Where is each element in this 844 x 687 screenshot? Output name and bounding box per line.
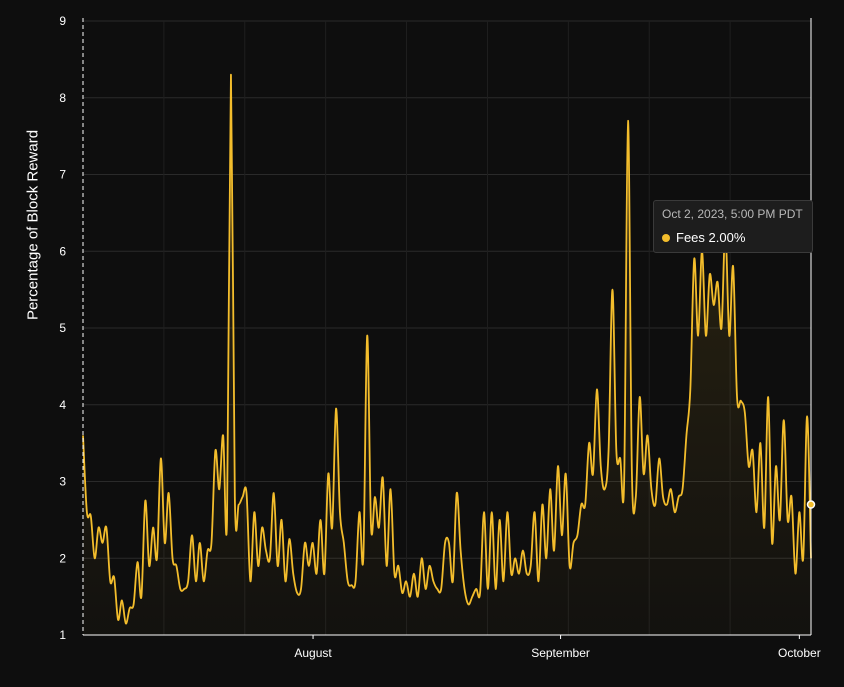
y-tick-label: 2: [59, 551, 66, 565]
tooltip-row: Fees 2.00%: [662, 230, 804, 245]
y-tick-label: 8: [59, 91, 66, 105]
x-tick-label: September: [531, 646, 590, 660]
y-tick-label: 7: [59, 168, 66, 182]
y-tick-label: 5: [59, 321, 66, 335]
y-tick-label: 4: [59, 398, 66, 412]
x-tick-label: October: [778, 646, 821, 660]
series-line-fees: [82, 73, 812, 625]
y-tick-label: 3: [59, 475, 66, 489]
tooltip-value: Fees 2.00%: [676, 230, 746, 245]
series-color-dot: [662, 233, 670, 242]
series-area: [83, 74, 811, 635]
y-tick-label: 6: [59, 244, 66, 258]
y-axis-label: Percentage of Block Reward: [24, 129, 42, 321]
hover-point: [806, 500, 816, 509]
hover-tooltip: Oct 2, 2023, 5:00 PM PDT Fees 2.00%: [653, 200, 813, 253]
tooltip-date: Oct 2, 2023, 5:00 PM PDT: [662, 207, 803, 221]
y-tick-label: 9: [59, 14, 66, 28]
x-tick-label: August: [294, 646, 332, 660]
y-tick-label: 1: [59, 628, 66, 642]
